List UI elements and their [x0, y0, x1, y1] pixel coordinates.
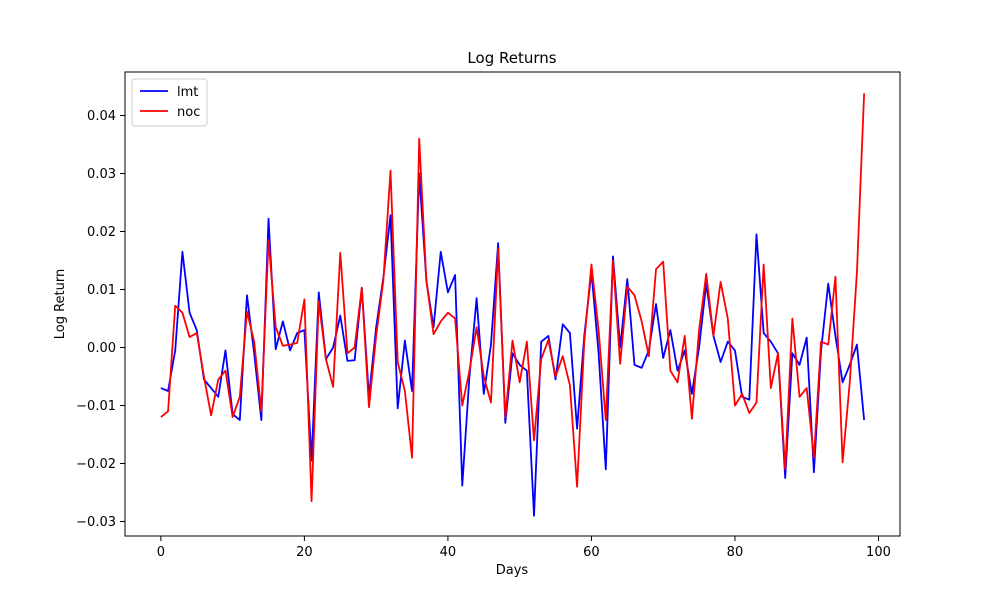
- y-tick-label: 0.00: [87, 341, 116, 356]
- x-tick-label: 60: [583, 545, 600, 560]
- series-line-lmt: [160, 172, 866, 517]
- y-tick-label: −0.03: [76, 515, 116, 530]
- x-tick-label: 0: [157, 545, 165, 560]
- y-tick-label: 0.02: [87, 225, 116, 240]
- axes-frame: [124, 71, 901, 537]
- x-tick-label: 80: [727, 545, 744, 560]
- x-tick-label: 40: [440, 545, 457, 560]
- x-axis-label: Days: [496, 563, 529, 578]
- legend: lmt noc: [131, 78, 208, 127]
- y-tick-label: 0.04: [87, 109, 116, 124]
- y-axis-ticks: −0.03 −0.02 −0.01 0.00 0.01 0.02 0.03 0.04: [76, 109, 125, 530]
- y-tick-label: −0.01: [76, 399, 116, 414]
- plot-area: [160, 93, 866, 517]
- x-tick-label: 20: [296, 545, 313, 560]
- y-tick-label: 0.03: [87, 167, 116, 182]
- series-line-noc: [160, 93, 866, 503]
- x-axis-ticks: 0 20 40 60 80 100: [157, 536, 891, 560]
- y-tick-label: −0.02: [76, 457, 116, 472]
- x-tick-label: 100: [866, 545, 891, 560]
- y-tick-label: 0.01: [87, 283, 116, 298]
- legend-label-lmt: lmt: [177, 85, 198, 100]
- legend-label-noc: noc: [177, 105, 200, 120]
- chart-title: Log Returns: [467, 49, 556, 67]
- y-axis-label: Log Return: [53, 269, 68, 340]
